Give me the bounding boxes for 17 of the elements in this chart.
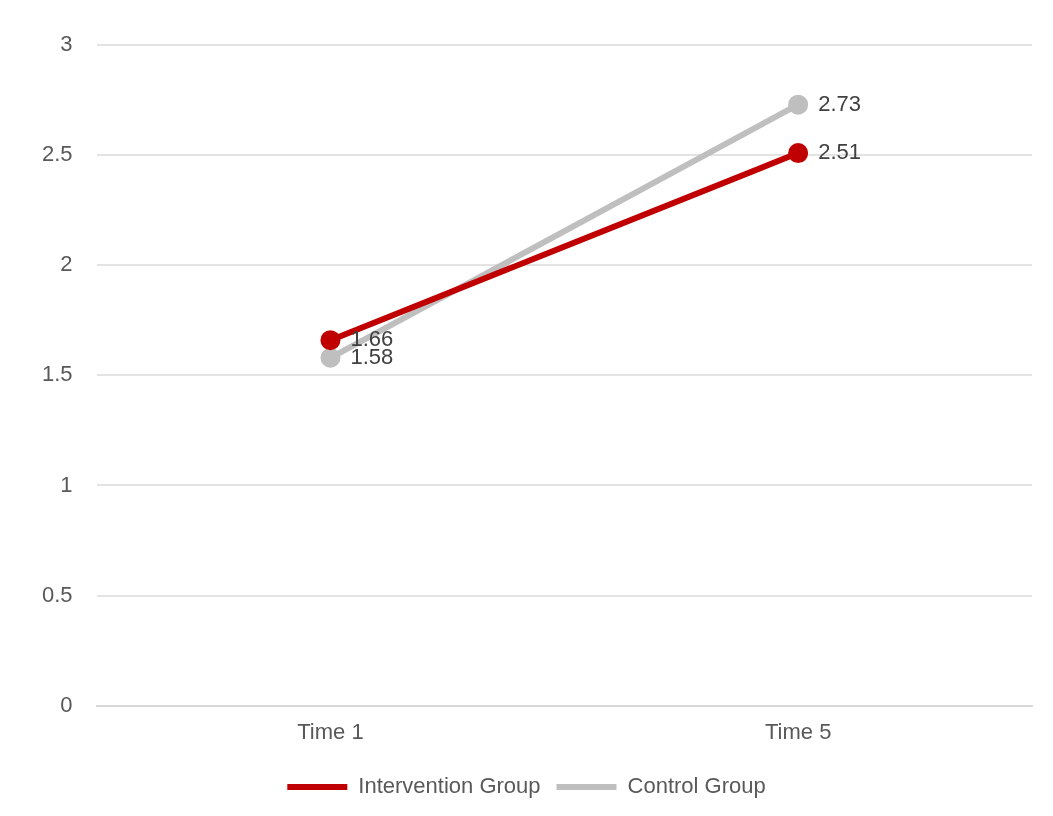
y-tick-label: 1 (60, 471, 73, 497)
legend-label: Intervention Group (358, 773, 541, 799)
point (320, 330, 341, 351)
y-tick-label: 2 (60, 251, 73, 277)
point (788, 94, 809, 115)
y-tick-label: 2.5 (41, 141, 73, 167)
y-tick-label: 0.5 (41, 581, 73, 607)
y-tick-label: 1.5 (41, 361, 73, 387)
y-tick-label: 3 (60, 31, 73, 57)
point (788, 143, 809, 164)
data-label: 2.73 (818, 90, 861, 116)
y-tick-label: 0 (60, 691, 73, 717)
data-label: 2.51 (818, 139, 861, 165)
point (320, 347, 341, 368)
legend-label: Control Group (627, 773, 766, 799)
x-tick-label: Time 5 (764, 718, 832, 744)
x-tick-label: Time 1 (297, 718, 364, 744)
